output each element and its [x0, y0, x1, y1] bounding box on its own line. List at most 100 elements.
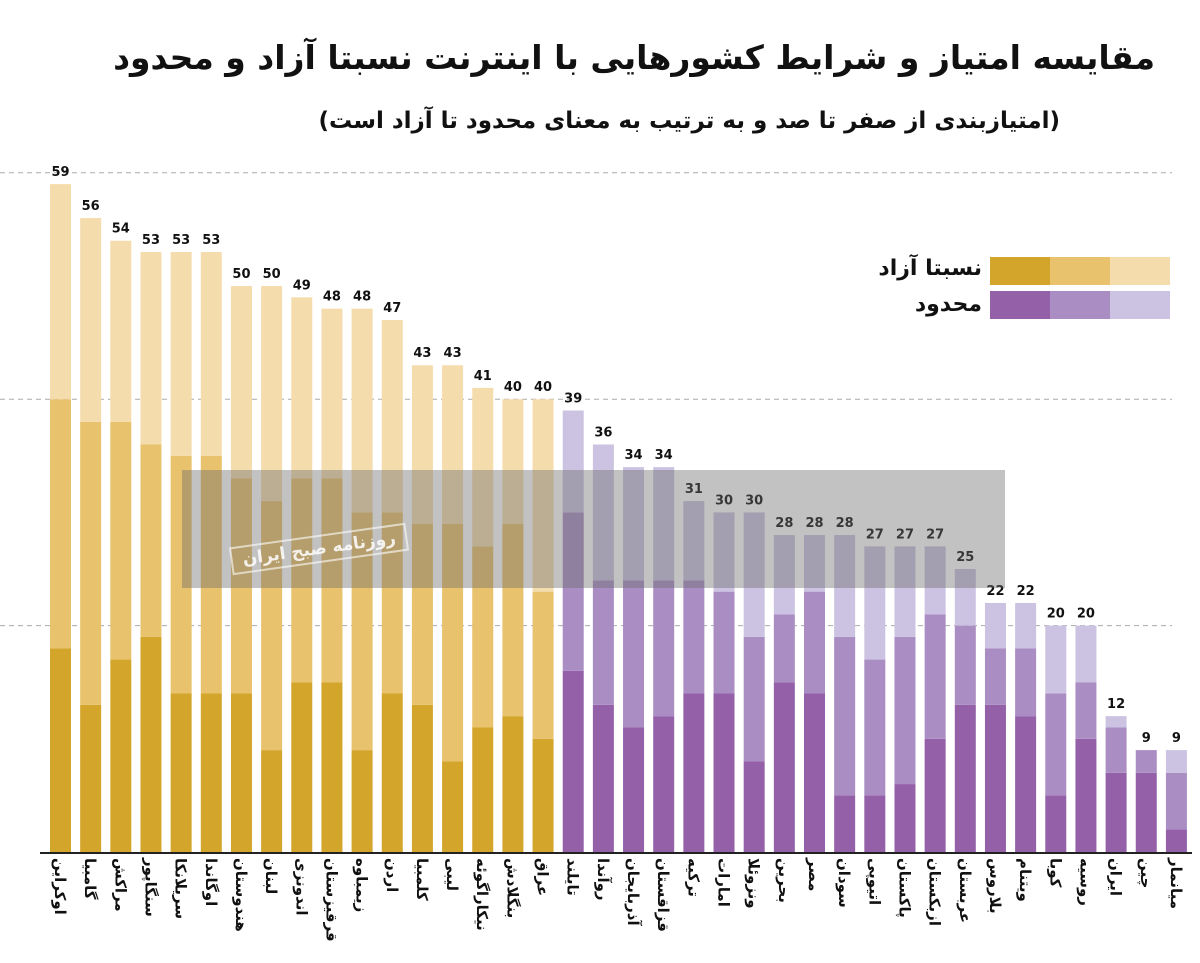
bar-segment	[954, 625, 976, 705]
x-tick-label: لبنان	[262, 858, 281, 895]
bar-segment	[321, 682, 343, 852]
bar-segment	[954, 704, 976, 852]
x-tick-label: روسیه	[1076, 858, 1095, 906]
bar-segment	[230, 478, 252, 694]
bar-segment	[1165, 750, 1187, 773]
bar-segment	[80, 218, 102, 422]
data-label: 12	[1107, 697, 1125, 712]
bar-segment	[291, 478, 313, 683]
x-tick-label: سودان	[835, 858, 854, 908]
bar-segment	[502, 523, 524, 717]
bar-segment	[592, 704, 614, 852]
chart-title: مقایسه امتیاز و شرایط کشورهایی با اینترن…	[113, 38, 1155, 77]
data-label: 34	[624, 448, 642, 463]
data-label: 53	[202, 233, 220, 248]
bar-segment	[894, 546, 916, 637]
data-label: 50	[232, 267, 250, 282]
bar-segment	[1045, 625, 1067, 694]
data-label: 53	[172, 233, 190, 248]
bar-segment	[713, 512, 735, 592]
data-label: 56	[82, 199, 100, 214]
data-label: 30	[715, 493, 733, 508]
data-label: 43	[413, 346, 431, 361]
bar-segment	[1015, 648, 1037, 717]
bar-segment	[381, 319, 403, 513]
bar-segment	[532, 591, 554, 739]
data-label: 40	[534, 380, 552, 395]
data-label: 34	[655, 448, 673, 463]
bar-segment	[1135, 772, 1157, 852]
data-label: 48	[323, 290, 341, 305]
data-label: 50	[263, 267, 281, 282]
bar-segment	[472, 546, 494, 728]
bar-segment	[653, 716, 675, 852]
x-tick-label: قرقیزستان	[322, 858, 341, 942]
legend-swatch	[1050, 291, 1110, 319]
bar-segment	[502, 716, 524, 852]
data-label: 20	[1047, 607, 1065, 622]
bar-segment	[351, 512, 373, 751]
bar-segment	[170, 693, 192, 852]
legend-label-restricted: محدود	[914, 292, 982, 317]
bar-segment	[984, 648, 1006, 705]
data-label: 22	[1017, 584, 1035, 599]
bar-segment	[894, 636, 916, 785]
bar-segment	[713, 591, 735, 694]
bar-segment	[1045, 795, 1067, 852]
data-label: 27	[866, 527, 884, 542]
data-label: 28	[836, 516, 854, 531]
bar-segment	[80, 704, 102, 852]
bar-segment	[924, 738, 946, 852]
bar-segment	[984, 602, 1006, 649]
x-tick-label: سنگاپور	[141, 858, 160, 917]
bar-segment	[261, 750, 283, 852]
x-tick-label: میانمار	[1166, 858, 1185, 909]
legend-swatch	[1110, 257, 1170, 285]
bar-segment	[653, 580, 675, 717]
bar-segment	[442, 761, 464, 852]
x-tick-label: بلاروس	[985, 858, 1004, 914]
data-label: 53	[142, 233, 160, 248]
bar-segment	[683, 580, 705, 694]
chart-subtitle: (امتیازبندی از صفر تا صد و به ترتیب به م…	[318, 108, 1060, 134]
bar-segment	[954, 569, 976, 626]
bar-segment	[261, 501, 283, 751]
data-label: 27	[926, 527, 944, 542]
x-tick-label: گامبیا	[81, 858, 100, 900]
bar-segment	[532, 738, 554, 852]
bar-segment	[562, 670, 584, 852]
data-label: 40	[504, 380, 522, 395]
x-tick-label: قزاقستان	[654, 858, 673, 932]
x-tick-label: ویتنام	[1016, 858, 1035, 902]
x-tick-label: ایران	[1106, 858, 1125, 897]
bar-segment	[230, 286, 252, 479]
data-label: 39	[564, 392, 582, 407]
bar-segment	[864, 659, 886, 796]
x-tick-label: ازبکستان	[925, 858, 944, 926]
bar-segment	[411, 704, 433, 852]
bar-segment	[834, 636, 856, 796]
bar-segment	[592, 444, 614, 581]
bar-segment	[140, 636, 162, 852]
bar-segment	[381, 512, 403, 694]
bar-segment	[743, 761, 765, 852]
bar-segment	[1165, 772, 1187, 830]
x-tick-label: مصر	[805, 858, 823, 892]
data-label: 48	[353, 290, 371, 305]
bar-segment	[532, 399, 554, 592]
data-label: 27	[896, 527, 914, 542]
bar-segment	[864, 546, 886, 660]
x-tick-label: کوبا	[1046, 858, 1065, 888]
bar-segment	[653, 467, 675, 581]
bar-segment	[773, 682, 795, 852]
bar-segment	[442, 523, 464, 762]
bar-segment	[442, 365, 464, 524]
bar-segment	[170, 455, 192, 694]
x-tick-label: چین	[1136, 858, 1155, 889]
data-label: 47	[383, 301, 401, 316]
bar-segment	[1015, 716, 1037, 852]
bar-segment	[1105, 772, 1127, 852]
bar-segment	[683, 693, 705, 852]
data-label: 28	[805, 516, 823, 531]
bar-segment	[1075, 682, 1097, 739]
